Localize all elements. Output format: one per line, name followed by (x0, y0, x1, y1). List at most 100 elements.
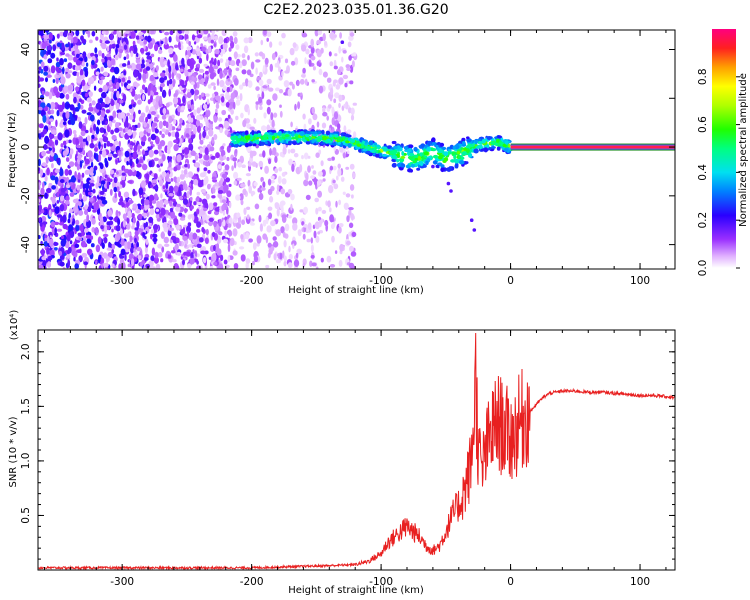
snr-y-label: SNR (10 * v/v) (8, 416, 19, 487)
heatmap-cell (50, 175, 56, 181)
heatmap-cell (279, 104, 282, 108)
heatmap-cell (115, 102, 120, 110)
heatmap-cell (59, 168, 64, 177)
heatmap-cell (58, 250, 63, 256)
heatmap-cell (44, 30, 50, 33)
heatmap-cell (81, 172, 85, 178)
spectrogram-x-tick-label: -100 (369, 275, 393, 287)
heatmap-cell (149, 74, 155, 82)
heatmap-cell (337, 163, 341, 169)
heatmap-cell (52, 79, 56, 83)
heatmap-cell (173, 185, 179, 193)
heatmap-cell (266, 124, 271, 132)
snr-x-tick-label: -300 (110, 576, 134, 588)
heatmap-cell (426, 146, 431, 152)
heatmap-cell (283, 255, 287, 262)
heatmap-cell (391, 140, 397, 145)
heatmap-cell (118, 201, 124, 206)
heatmap-cell (159, 95, 162, 105)
heatmap-cell (143, 122, 147, 128)
heatmap-cell (85, 188, 89, 197)
heatmap-cell (226, 156, 230, 162)
heatmap-cell (222, 219, 226, 227)
heatmap-cell (184, 183, 188, 191)
heatmap-cell (128, 200, 134, 204)
heatmap-cell (44, 175, 48, 182)
heatmap-cell (301, 155, 304, 160)
heatmap-cell (261, 141, 265, 146)
heatmap-cell (93, 85, 97, 91)
heatmap-cell (297, 101, 301, 110)
heatmap-cell (136, 52, 139, 58)
heatmap-cell (178, 41, 181, 50)
heatmap-cell (124, 241, 128, 250)
heatmap-cell (310, 38, 315, 48)
heatmap-cell (54, 221, 60, 226)
heatmap-cell (322, 33, 326, 42)
heatmap-cell (132, 125, 135, 129)
heatmap-cell (410, 163, 416, 168)
heatmap-cell (138, 131, 144, 138)
heatmap-cell (228, 56, 232, 61)
heatmap-cell (288, 245, 291, 253)
heatmap-cell (497, 143, 501, 147)
heatmap-cell (147, 128, 152, 134)
heatmap-cell (168, 132, 171, 137)
heatmap-cell (269, 148, 272, 156)
heatmap-cell (215, 126, 221, 130)
heatmap-cell (218, 193, 223, 199)
heatmap-cell (47, 127, 53, 131)
heatmap-cell (349, 32, 355, 37)
heatmap-cell (56, 33, 60, 39)
heatmap-cell (67, 85, 73, 91)
heatmap-cell (311, 262, 317, 267)
heatmap-cell (153, 157, 159, 162)
heatmap-cell (88, 106, 94, 112)
heatmap-cell (183, 147, 190, 155)
heatmap-cell (101, 242, 105, 249)
heatmap-cell (115, 181, 121, 189)
heatmap-cell (103, 56, 108, 65)
heatmap-cell (157, 243, 163, 249)
heatmap-cell (215, 103, 220, 109)
heatmap-cell (279, 201, 284, 210)
heatmap-cell (84, 209, 88, 215)
heatmap-cell (391, 163, 397, 168)
heatmap-cell (425, 160, 429, 166)
heatmap-cell (83, 261, 89, 266)
heatmap-cell (321, 129, 325, 135)
heatmap-cell (276, 138, 280, 144)
heatmap-cell (178, 195, 184, 200)
heatmap-cell (115, 82, 120, 90)
spectrogram-heatmap (38, 30, 675, 269)
heatmap-cell (155, 208, 160, 212)
heatmap-cell (80, 130, 86, 137)
heatmap-cell (222, 143, 226, 147)
heatmap-cell (304, 78, 308, 86)
heatmap-cell (262, 64, 266, 72)
heatmap-cell (50, 129, 57, 135)
heatmap-cell (160, 193, 163, 199)
heatmap-cell (127, 76, 131, 81)
heatmap-cell (231, 143, 234, 148)
heatmap-cell (106, 181, 110, 190)
heatmap-cell (134, 124, 139, 129)
heatmap-cell (70, 175, 77, 183)
heatmap-cell (190, 81, 195, 85)
heatmap-cell (84, 183, 90, 190)
heatmap-cell (139, 39, 143, 46)
heatmap-cell (175, 131, 180, 139)
heatmap-cell (347, 143, 352, 148)
heatmap-cell (138, 31, 144, 36)
heatmap-cell (171, 131, 177, 138)
heatmap-cell (290, 193, 295, 201)
heatmap-cell (107, 251, 114, 258)
heatmap-cell (236, 132, 239, 137)
heatmap-cell (198, 68, 205, 73)
heatmap-cell (55, 61, 61, 68)
heatmap-cell (131, 212, 135, 219)
heatmap-cell (161, 115, 167, 120)
heatmap-cell (473, 148, 479, 154)
heatmap-cell (109, 40, 116, 45)
